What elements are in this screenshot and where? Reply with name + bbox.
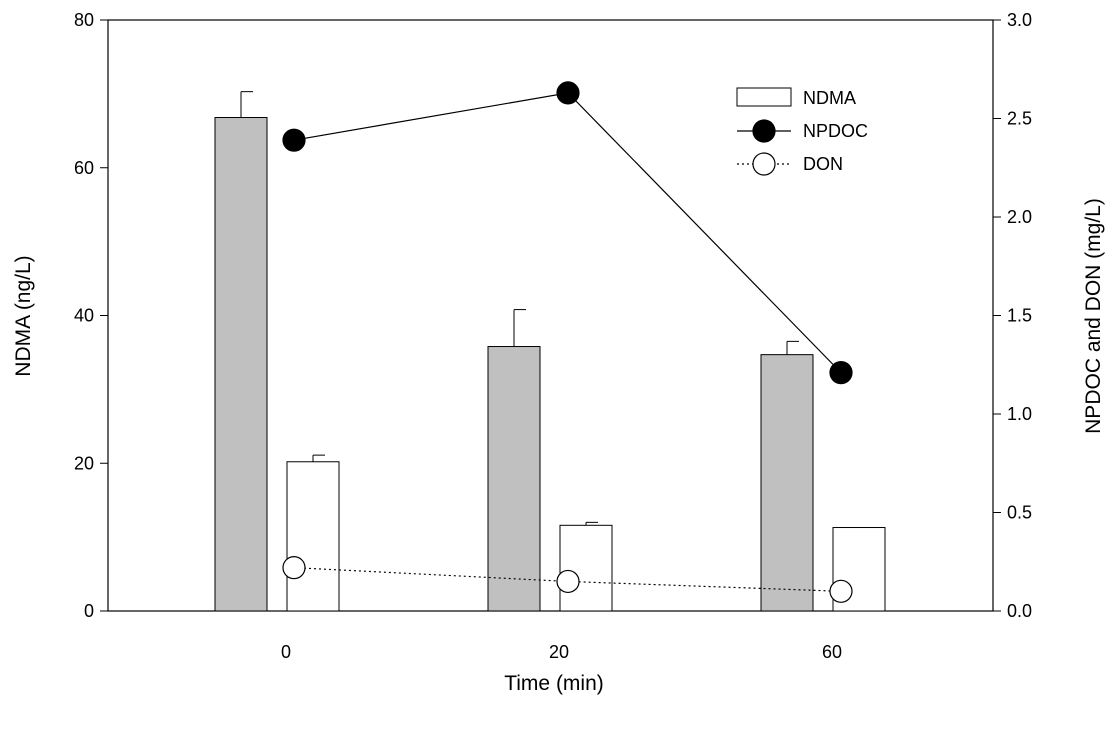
x-tick-label-60: 60 xyxy=(822,642,842,662)
bar-s1-20 xyxy=(559,524,613,612)
legend-swatch-ndma xyxy=(736,87,792,107)
y-axis-title-left: NDMA (ng/L) xyxy=(12,255,35,376)
axes: 0 20 40 60 80 0.0 0.5 1.0 1.5 2.0 2.5 3.0 0 20 60 xyxy=(74,10,1032,662)
legend-marker-don xyxy=(752,152,776,176)
legend-marker-npdoc xyxy=(752,119,776,143)
legend-label-npdoc: NPDOC xyxy=(803,121,868,141)
point-don-20 xyxy=(556,569,580,594)
legend: NDMA NPDOC DON xyxy=(736,87,868,176)
bar-s1-0 xyxy=(286,461,340,612)
y-right-tick-label-3.0: 3.0 xyxy=(1007,10,1032,30)
y-tick-label-0: 0 xyxy=(84,601,94,621)
line-don xyxy=(293,567,842,592)
y-right-tick-label-0.5: 0.5 xyxy=(1007,503,1032,523)
point-don-60 xyxy=(829,579,853,603)
x-axis-title: Time (min) xyxy=(504,672,604,695)
bar-s0-60 xyxy=(760,354,814,612)
y-right-tick-label-1.0: 1.0 xyxy=(1007,404,1032,424)
bar-s0-0 xyxy=(214,117,268,612)
bars xyxy=(214,91,886,612)
y-tick-label-60: 60 xyxy=(74,158,94,178)
y-tick-label-20: 20 xyxy=(74,453,94,473)
y-right-tick-label-1.5: 1.5 xyxy=(1007,306,1032,326)
y-right-tick-label-2.5: 2.5 xyxy=(1007,109,1032,129)
y-right-tick-label-0.0: 0.0 xyxy=(1007,601,1032,621)
legend-label-ndma: NDMA xyxy=(803,88,856,108)
point-don-0 xyxy=(282,556,306,580)
y-tick-label-40: 40 xyxy=(74,306,94,326)
y-right-tick-label-2.0: 2.0 xyxy=(1007,207,1032,227)
bar-s0-20 xyxy=(487,346,541,612)
y-tick-label-80: 80 xyxy=(74,10,94,30)
legend-label-don: DON xyxy=(803,154,843,174)
x-tick-label-0: 0 xyxy=(281,642,291,662)
x-tick-label-20: 20 xyxy=(549,642,569,662)
point-npdoc-0 xyxy=(282,128,306,152)
point-npdoc-20 xyxy=(556,81,580,105)
point-npdoc-60 xyxy=(829,361,853,385)
y-axis-title-right: NPDOC and DON (mg/L) xyxy=(1082,198,1105,434)
lines xyxy=(282,81,853,603)
